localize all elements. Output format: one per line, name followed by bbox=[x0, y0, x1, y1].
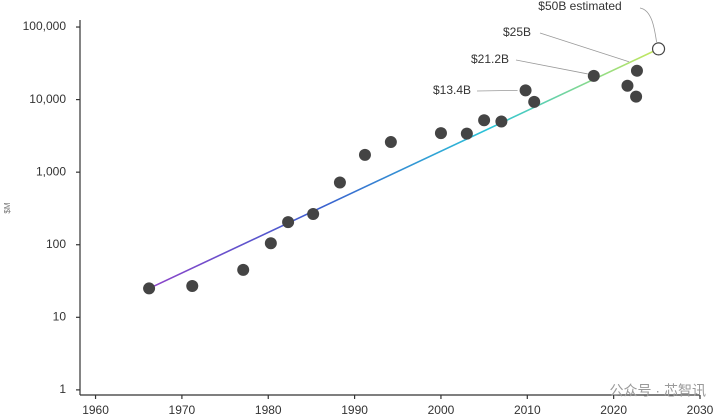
data-point bbox=[358, 148, 371, 161]
data-point bbox=[186, 280, 199, 293]
data-point bbox=[460, 127, 473, 140]
annotation-label: $21.2B bbox=[471, 52, 509, 66]
y-tick-label: 1 bbox=[59, 382, 66, 396]
x-tick-label: 2020 bbox=[600, 403, 627, 417]
data-point bbox=[519, 84, 532, 97]
x-tick-label: 1960 bbox=[82, 403, 109, 417]
annotation-label: $50B estimated bbox=[538, 0, 621, 13]
annotation-label: $25B bbox=[503, 25, 531, 39]
watermark: 公众号 · 芯智讯 bbox=[610, 383, 706, 399]
data-point bbox=[630, 90, 643, 103]
y-tick-label: 100 bbox=[46, 237, 66, 251]
annotation-leader bbox=[639, 7, 657, 42]
y-tick-label: 10 bbox=[53, 309, 67, 323]
data-point bbox=[384, 136, 397, 149]
estimate-point bbox=[651, 42, 666, 56]
trend-line bbox=[148, 48, 659, 290]
data-point bbox=[630, 64, 643, 77]
data-point bbox=[307, 208, 320, 221]
data-point bbox=[237, 263, 250, 276]
data-point bbox=[282, 216, 295, 229]
x-tick-label: 2030 bbox=[687, 403, 714, 417]
annotation-label: $13.4B bbox=[433, 83, 471, 97]
data-point bbox=[621, 79, 634, 92]
data-point bbox=[587, 69, 600, 82]
x-tick-label: 1980 bbox=[255, 403, 282, 417]
y-axis-label: $M bbox=[3, 202, 12, 213]
data-point bbox=[264, 237, 277, 250]
data-point bbox=[495, 115, 508, 128]
x-tick-label: 1990 bbox=[341, 403, 368, 417]
data-point bbox=[478, 114, 491, 127]
x-tick-label: 1970 bbox=[169, 403, 196, 417]
y-tick-label: 1,000 bbox=[36, 164, 66, 178]
data-point bbox=[333, 176, 346, 189]
data-point bbox=[143, 282, 156, 295]
annotation-leader bbox=[539, 32, 630, 63]
data-point bbox=[528, 95, 541, 108]
annotation-leader bbox=[515, 59, 588, 75]
x-tick-label: 2010 bbox=[514, 403, 541, 417]
data-point bbox=[434, 127, 447, 140]
y-tick-label: 10,000 bbox=[29, 92, 66, 106]
y-tick-label: 100,000 bbox=[23, 19, 67, 33]
x-tick-label: 2000 bbox=[428, 403, 455, 417]
annotation-leader bbox=[476, 89, 518, 92]
